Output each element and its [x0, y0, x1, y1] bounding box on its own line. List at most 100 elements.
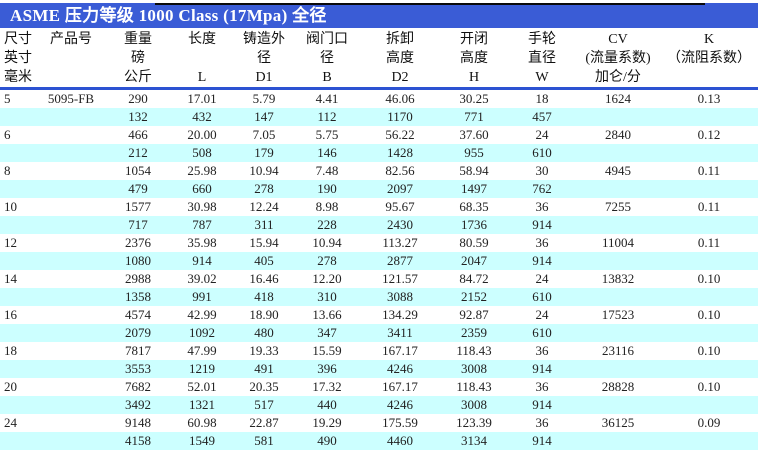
- cell-product-no: [36, 234, 106, 252]
- cell-k: [660, 432, 758, 450]
- cell-port-b: 4.41: [315, 91, 339, 106]
- cell-handwheel-w: 610: [532, 145, 552, 160]
- cell-weight: 1080: [125, 253, 151, 268]
- cell-openclose-h: 30.25: [459, 91, 489, 106]
- cell-size: [0, 324, 36, 342]
- cell-port-b: 13.66: [312, 307, 342, 322]
- cell-handwheel-w: 30: [535, 163, 549, 178]
- header-cell-handwheel-w: W: [508, 68, 576, 90]
- cell-openclose-h: 118.43: [456, 343, 492, 358]
- header-cell-removal-d2: 高度: [386, 51, 414, 66]
- cell-product-no: 5095-FB: [47, 91, 95, 106]
- cell-handwheel-w: 914: [532, 253, 552, 268]
- header-cell-openclose-h: 开闭: [460, 32, 488, 47]
- cell-port-b: 440: [317, 397, 337, 412]
- header-row-3: 毫米 公斤 L D1 B D2 H W 加仑/分: [0, 68, 758, 90]
- cell-k: 0.11: [697, 199, 721, 214]
- cell-product-no: [36, 306, 106, 324]
- cell-openclose-h: 3134: [461, 433, 487, 448]
- cell-port-b: 347: [317, 325, 337, 340]
- cell-weight: 132: [128, 109, 148, 124]
- cell-size: [0, 180, 36, 198]
- cell-length-l: 39.02: [187, 271, 217, 286]
- cell-product-no: [36, 360, 106, 378]
- cell-openclose-h: 80.59: [459, 235, 489, 250]
- cell-weight: 4574: [125, 307, 151, 322]
- table-row: 1080 914 405 278 2877 2047 914: [0, 252, 758, 270]
- table-row: 6 466 20.00 7.05 5.75 56.22 37.60 24 2840 0.12: [0, 126, 758, 144]
- table-row: 3492 1321 517 440 4246 3008 914: [0, 396, 758, 414]
- cell-handwheel-w: 914: [532, 217, 552, 232]
- cell-k: [660, 108, 758, 126]
- cell-handwheel-w: 36: [535, 343, 549, 358]
- cell-port-b: 10.94: [312, 235, 342, 250]
- cell-removal-d2: 3411: [387, 325, 413, 340]
- cell-port-b: 396: [317, 361, 337, 376]
- cell-weight: 7682: [125, 379, 151, 394]
- cell-length-l: 432: [192, 109, 212, 124]
- cell-handwheel-w: 610: [532, 325, 552, 340]
- cell-cast-od-d1: 278: [254, 181, 274, 196]
- header-cell-size: 尺寸: [4, 32, 32, 47]
- cell-cast-od-d1: 517: [254, 397, 274, 412]
- cell-openclose-h: 771: [464, 109, 484, 124]
- cell-k: [660, 396, 758, 414]
- cell-length-l: 25.98: [187, 163, 217, 178]
- cell-length-l: 508: [192, 145, 212, 160]
- table-row: 10 1577 30.98 12.24 8.98 95.67 68.35 36 7255 0.11: [0, 198, 758, 216]
- cell-port-b: 490: [317, 433, 337, 448]
- cell-cv: 36125: [601, 415, 635, 430]
- cell-removal-d2: 2097: [387, 181, 413, 196]
- cell-handwheel-w: 36: [535, 199, 549, 214]
- cell-handwheel-w: 762: [532, 181, 552, 196]
- cell-removal-d2: 134.29: [382, 307, 418, 322]
- header-cell-cast-od-d1: 铸造外: [243, 32, 285, 47]
- cell-weight: 2376: [125, 235, 151, 250]
- cell-k: [660, 216, 758, 234]
- header-cell-k: [660, 68, 758, 90]
- cell-length-l: 20.00: [187, 127, 217, 142]
- header-cell-weight: 重量: [124, 32, 152, 47]
- cell-cv: 13832: [601, 271, 635, 286]
- cell-product-no: [36, 396, 106, 414]
- cell-openclose-h: 3008: [461, 397, 487, 412]
- cell-port-b: 278: [317, 253, 337, 268]
- cell-k: [660, 144, 758, 162]
- cell-openclose-h: 58.94: [459, 163, 489, 178]
- cell-product-no: [36, 126, 106, 144]
- cell-removal-d2: 1170: [387, 109, 413, 124]
- table-row: 24 9148 60.98 22.87 19.29 175.59 123.39 36 36125…: [0, 414, 758, 432]
- cell-size: [0, 144, 36, 162]
- top-border-line: [155, 3, 705, 5]
- cell-cast-od-d1: 10.94: [249, 163, 279, 178]
- cell-removal-d2: 4246: [387, 397, 413, 412]
- cell-removal-d2: 1428: [387, 145, 413, 160]
- table-row: 12 2376 35.98 15.94 10.94 113.27 80.59 36 11004 0…: [0, 234, 758, 252]
- header-cell-product-no: [36, 49, 106, 68]
- cell-cast-od-d1: 18.90: [249, 307, 279, 322]
- cell-cast-od-d1: 480: [254, 325, 274, 340]
- header-cell-product-no: 产品号: [50, 32, 92, 47]
- cell-cv: [576, 360, 660, 378]
- cell-k: [660, 180, 758, 198]
- cell-openclose-h: 2152: [461, 289, 487, 304]
- cell-size: [0, 396, 36, 414]
- cell-cv: 4945: [605, 163, 631, 178]
- cell-port-b: 12.20: [312, 271, 342, 286]
- table-row: 4158 1549 581 490 4460 3134 914: [0, 432, 758, 450]
- spec-table: 尺寸 产品号 重量 长度 铸造外 阀门口 拆卸 开闭 手轮 CV K 英寸 磅 径 径 高度 高度 直径 (流量系数…: [0, 30, 758, 450]
- cell-length-l: 991: [192, 289, 212, 304]
- cell-cast-od-d1: 5.79: [252, 91, 276, 106]
- cell-size: 12: [4, 235, 17, 250]
- header-cell-length-l: L: [170, 68, 234, 90]
- cell-size: 20: [4, 379, 17, 394]
- cell-removal-d2: 3088: [387, 289, 413, 304]
- cell-size: [0, 360, 36, 378]
- cell-k: 0.10: [697, 379, 721, 394]
- cell-openclose-h: 68.35: [459, 199, 489, 214]
- cell-cv: [576, 144, 660, 162]
- cell-weight: 9148: [125, 415, 151, 430]
- header-cell-k: K: [703, 32, 715, 47]
- cell-cast-od-d1: 581: [254, 433, 274, 448]
- cell-port-b: 146: [317, 145, 337, 160]
